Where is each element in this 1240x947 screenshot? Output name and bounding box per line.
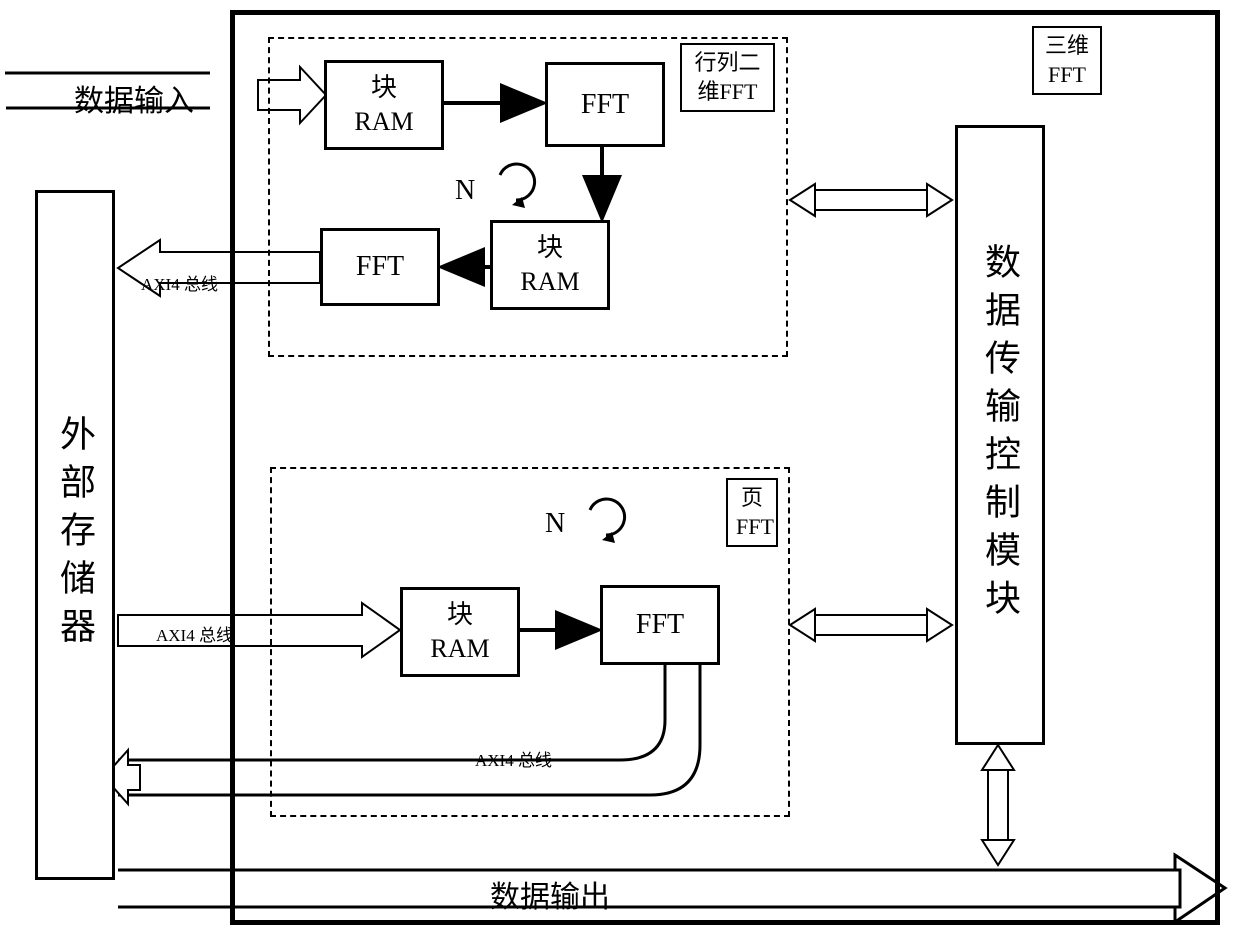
data-input-label: 数据输入 — [74, 76, 194, 120]
block-ram-1: 块 RAM — [324, 60, 444, 150]
rc-2d-corner-label: 行列二 维FFT — [680, 43, 775, 112]
n-label-1: N — [455, 175, 475, 207]
fft-2: FFT — [320, 228, 440, 306]
fft-3: FFT — [600, 585, 720, 665]
axi4-label-1: AXI4 总线 — [141, 270, 218, 295]
control-module-box: 数据传输控制模块 — [955, 125, 1045, 745]
n-label-2: N — [545, 508, 565, 540]
block-ram-3: 块 RAM — [400, 587, 520, 677]
data-output-label: 数据输出 — [490, 872, 610, 916]
block-ram-2: 块 RAM — [490, 220, 610, 310]
external-memory-label: 外部存储器 — [49, 415, 101, 655]
axi4-label-3: AXI4 总线 — [475, 746, 552, 771]
external-memory-box: 外部存储器 — [35, 190, 115, 880]
fft-1: FFT — [545, 62, 665, 147]
diagram-root: 外部存储器 数据传输控制模块 块 RAM FFT 块 RAM FFT 块 RAM… — [0, 0, 1240, 947]
axi4-label-2: AXI4 总线 — [156, 621, 233, 646]
page-corner-label: 页 FFT — [726, 478, 778, 547]
control-module-label: 数据传输控制模块 — [974, 243, 1026, 627]
three-d-corner-label: 三维 FFT — [1032, 26, 1102, 95]
